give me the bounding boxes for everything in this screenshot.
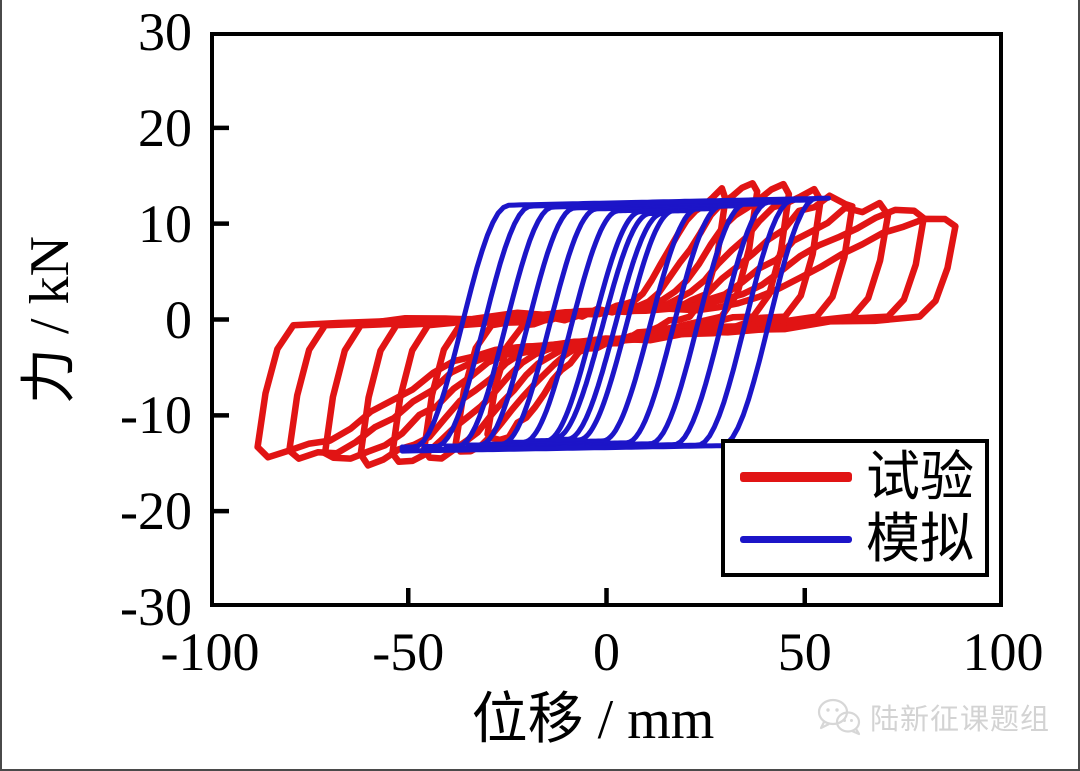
legend-swatch <box>740 471 852 482</box>
legend-label: 试验 <box>866 446 974 507</box>
y-tick-label: 10 <box>138 193 192 254</box>
legend-item: 模拟 <box>725 510 985 568</box>
plot-frame <box>210 32 1003 607</box>
y-tick-label: 0 <box>165 289 192 350</box>
x-tick-label: -100 <box>160 622 260 682</box>
legend-label: 模拟 <box>866 509 974 570</box>
watermark: 陆新征课题组 <box>816 696 1050 738</box>
series-curves <box>254 180 959 469</box>
y-tick-label: 30 <box>138 2 192 62</box>
wechat-icon <box>817 698 861 736</box>
watermark-text: 陆新征课题组 <box>869 704 1050 736</box>
y-tick-label: -30 <box>120 577 192 637</box>
y-tick-label: -20 <box>120 481 192 542</box>
x-tick-label: 50 <box>777 622 832 682</box>
series-curve-experiment <box>286 206 927 462</box>
x-tick-label: -50 <box>372 622 445 682</box>
series-curve-experiment <box>254 215 959 461</box>
legend: 试验 模拟 <box>721 439 989 577</box>
axis-ticks <box>212 125 807 605</box>
y-tick-label: 20 <box>138 97 192 158</box>
legend-item: 试验 <box>725 448 985 506</box>
y-tick-label: -10 <box>120 385 192 446</box>
plot-area <box>210 32 1003 607</box>
legend-swatch <box>740 535 852 543</box>
x-axis-title: 位移 / mm <box>471 689 715 751</box>
x-tick-label: 0 <box>593 622 620 682</box>
series-curve-experiment <box>321 199 892 462</box>
series-curve-simulation <box>399 195 831 454</box>
x-tick-label: 100 <box>962 622 1044 682</box>
